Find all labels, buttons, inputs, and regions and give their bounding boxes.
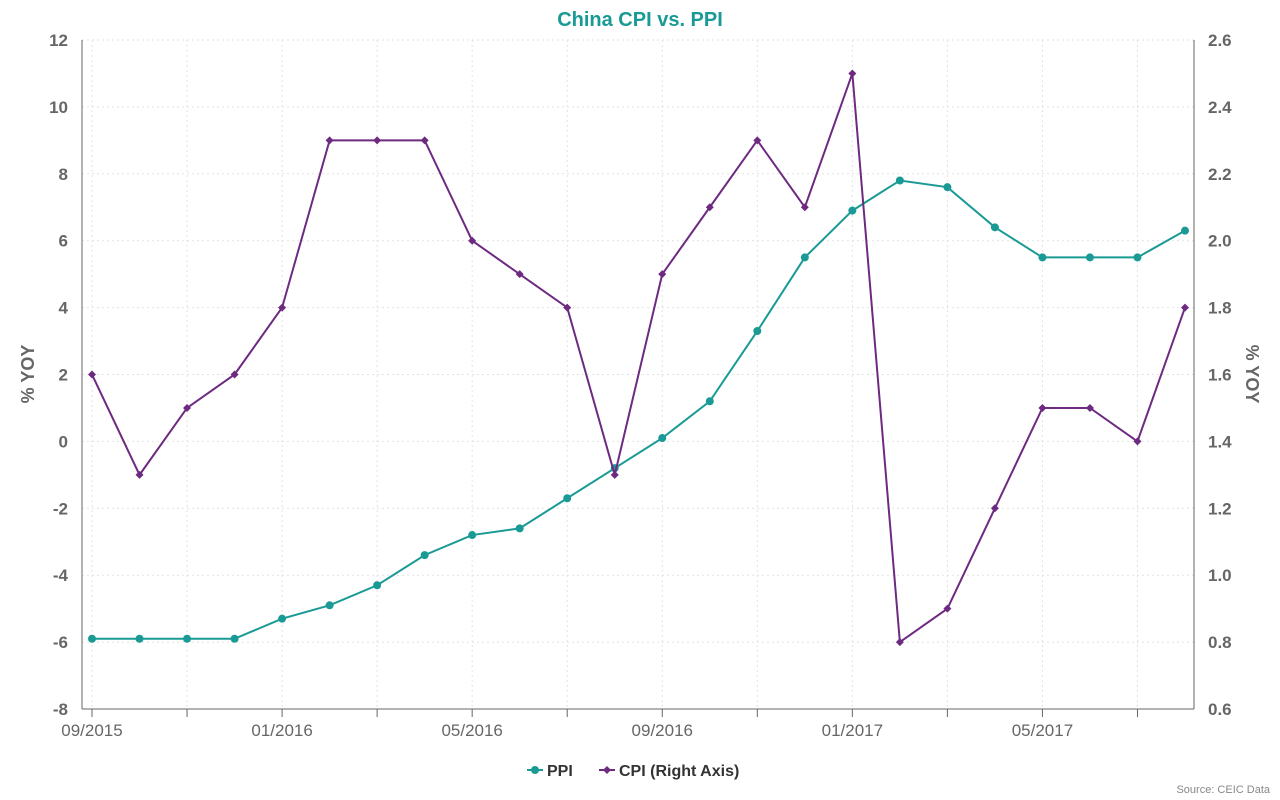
data-point: [848, 69, 857, 78]
y-tick-label: 6: [59, 232, 68, 251]
x-tick-label: 05/2016: [441, 721, 502, 740]
data-point: [943, 183, 952, 192]
data-point: [563, 494, 572, 503]
data-point: [895, 638, 904, 647]
x-tick-label: 09/2016: [632, 721, 693, 740]
data-point: [658, 434, 667, 443]
y2-tick-label: 2.4: [1208, 98, 1232, 117]
y-tick-label: -2: [53, 499, 68, 518]
legend-item: CPI (Right Axis): [599, 763, 739, 780]
data-point: [563, 303, 572, 312]
data-point: [1085, 253, 1094, 262]
y2-tick-label: 2.6: [1208, 31, 1232, 50]
y-tick-label: -4: [53, 566, 69, 585]
y-tick-label: -8: [53, 700, 68, 719]
data-point: [658, 270, 667, 279]
x-tick-label: 09/2015: [61, 721, 122, 740]
data-point: [135, 470, 144, 479]
data-point: [1038, 403, 1047, 412]
data-point: [753, 327, 762, 336]
legend-item: PPI: [527, 763, 573, 780]
y2-tick-label: 2.0: [1208, 232, 1232, 251]
series-ppi: [88, 176, 1189, 643]
data-point: [705, 203, 714, 212]
data-point: [943, 604, 952, 613]
y-tick-label: 8: [59, 165, 68, 184]
y2-tick-label: 1.4: [1208, 432, 1232, 451]
y2-tick-label: 1.2: [1208, 499, 1232, 518]
data-point: [135, 634, 144, 643]
data-point: [373, 136, 382, 145]
data-point: [515, 270, 524, 279]
y-axis-title: % YOY: [18, 345, 38, 404]
data-point: [88, 370, 96, 379]
y-tick-label: 4: [59, 299, 69, 318]
data-point: [325, 136, 334, 145]
data-point: [230, 634, 239, 643]
data-point: [1181, 303, 1189, 312]
y2-tick-label: 1.6: [1208, 366, 1232, 385]
axes-layer: 12 10 8 6 4 2 0 -2 -4 -6 -8 2.6 2.4 2.2 2.0 1.8 1.6 1.4 1.…: [49, 31, 1232, 740]
legend-label: CPI (Right Axis): [619, 763, 739, 780]
data-point: [373, 581, 382, 590]
y-tick-label: -6: [53, 633, 68, 652]
data-point: [468, 531, 477, 540]
data-point: [1038, 253, 1047, 262]
data-point: [183, 634, 192, 643]
data-point: [800, 253, 809, 262]
x-tick-label: 01/2017: [822, 721, 883, 740]
data-point: [183, 403, 192, 412]
data-point: [515, 524, 524, 533]
series-line: [91, 73, 1186, 644]
series-cpi-right-axis: [88, 69, 1189, 647]
y2-tick-label: 2.2: [1208, 165, 1232, 184]
y2-tick-label: 0.6: [1208, 700, 1232, 719]
data-point: [1181, 226, 1189, 235]
data-point: [990, 223, 999, 232]
y2-tick-label: 1.8: [1208, 299, 1232, 318]
y2-axis-title: % YOY: [1242, 345, 1262, 404]
data-point: [1133, 253, 1142, 262]
y-tick-label: 10: [49, 98, 68, 117]
data-point: [325, 601, 334, 610]
data-point: [278, 614, 287, 623]
legend-marker: [603, 766, 611, 774]
data-point: [705, 397, 714, 406]
legend-label: PPI: [547, 763, 573, 780]
y2-tick-label: 0.8: [1208, 633, 1232, 652]
data-point: [990, 504, 999, 513]
data-point: [420, 136, 429, 145]
y-tick-label: 0: [59, 432, 68, 451]
source-note: Source: CEIC Data: [1176, 784, 1270, 796]
data-point: [1085, 403, 1094, 412]
series-layer: [88, 69, 1189, 647]
data-point: [230, 370, 239, 379]
legend-marker: [531, 766, 539, 774]
data-point: [278, 303, 287, 312]
legend: PPI CPI (Right Axis): [527, 763, 739, 780]
data-point: [753, 136, 762, 145]
data-point: [848, 206, 857, 215]
y2-tick-label: 1.0: [1208, 566, 1232, 585]
series-line: [92, 179, 1186, 640]
x-tick-label: 05/2017: [1012, 721, 1073, 740]
data-point: [1133, 437, 1142, 446]
y-tick-label: 2: [59, 366, 68, 385]
chart-title: China CPI vs. PPI: [557, 9, 723, 31]
data-point: [610, 470, 619, 479]
data-point: [420, 551, 429, 560]
data-point: [895, 176, 904, 185]
x-tick-label: 01/2016: [251, 721, 312, 740]
y-tick-label: 12: [49, 31, 68, 50]
data-point: [800, 203, 809, 212]
data-point: [88, 634, 96, 643]
data-point: [468, 236, 477, 245]
